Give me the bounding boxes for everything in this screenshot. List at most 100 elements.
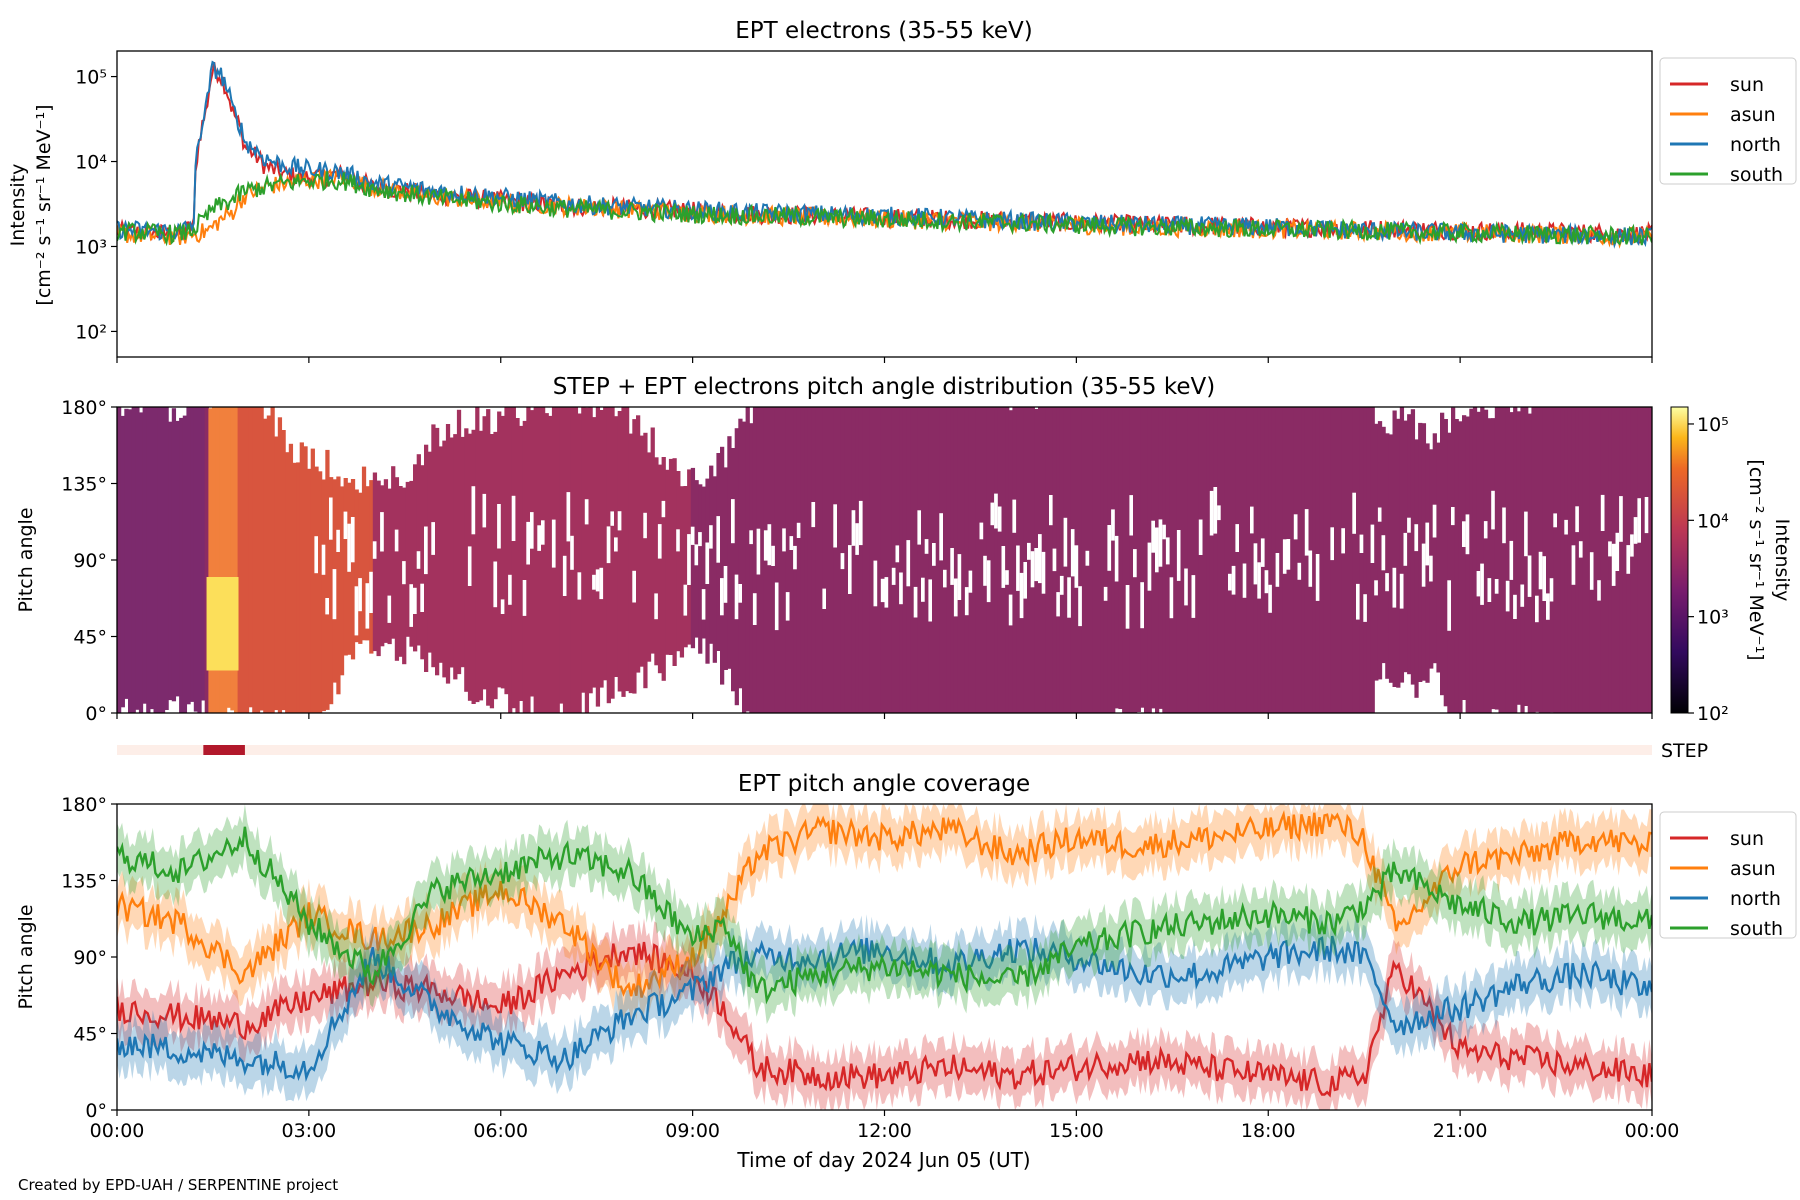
heatmap-column	[1462, 415, 1467, 700]
heatmap-column	[142, 407, 147, 704]
y-tick-label: 180°	[61, 397, 107, 419]
panel-intensity: EPT electrons (35-55 keV) 10² 10³ 10⁴ 10⁵ I…	[7, 18, 1797, 363]
heatmap-column	[1630, 407, 1635, 713]
heatmap-gap	[387, 595, 392, 623]
heatmap-column	[829, 407, 834, 713]
heatmap-column	[1268, 407, 1273, 713]
heatmap-column	[438, 446, 443, 663]
panel3-series	[117, 804, 1652, 1110]
heatmap-gap	[1041, 551, 1046, 594]
heatmap-gap	[1538, 551, 1543, 590]
heatmap-column	[880, 407, 886, 713]
step-active-interval	[203, 745, 245, 755]
heatmap-column	[1173, 407, 1178, 713]
heatmap-column	[1279, 407, 1284, 713]
heatmap-column	[844, 407, 849, 713]
heatmap-column	[815, 407, 820, 713]
heatmap-column	[1637, 407, 1642, 713]
heatmap-column	[299, 442, 304, 713]
heatmap-gap	[1125, 585, 1130, 629]
heatmap-column	[160, 407, 166, 713]
heatmap-column	[186, 407, 191, 705]
heatmap-column	[420, 465, 425, 660]
heatmap-column	[884, 407, 889, 713]
heatmap-column	[413, 464, 418, 652]
heatmap-column	[1301, 407, 1306, 713]
heatmap-column	[964, 407, 970, 713]
heatmap-gap	[661, 500, 666, 518]
heatmap-gap	[1399, 573, 1405, 609]
x-axis-label: Time of day 2024 Jun 05 (UT)	[736, 1148, 1030, 1172]
heatmap-column	[625, 407, 630, 692]
heatmap-column	[1019, 407, 1024, 713]
heatmap-gap	[899, 572, 904, 605]
heatmap-gap	[997, 506, 1003, 532]
heatmap-gap	[1611, 543, 1617, 586]
heatmap-gap	[1165, 537, 1171, 565]
heatmap-column	[1524, 407, 1529, 706]
panel3-x-ticks: 00:00 03:00 06:00 09:00 12:00 15:00 18:00 21:00…	[90, 1110, 1679, 1142]
heatmap-column	[555, 407, 560, 713]
heatmap-gap	[1242, 563, 1247, 598]
heatmap-gap	[1403, 532, 1408, 566]
colorbar-tick-label: 10⁵	[1697, 414, 1729, 436]
heatmap-gap	[1235, 524, 1240, 552]
heatmap-column	[1264, 407, 1269, 713]
y-tick-label: 180°	[61, 794, 107, 816]
heatmap-column	[1407, 414, 1412, 675]
heatmap-column	[877, 407, 882, 713]
heatmap-gap	[329, 497, 334, 540]
y-tick-label: 10⁵	[75, 67, 107, 89]
heatmap-gap	[1494, 579, 1500, 594]
heatmap-gap	[1564, 519, 1569, 535]
heatmap-column	[676, 471, 681, 652]
heatmap-gap	[1001, 546, 1006, 588]
heatmap-column	[1505, 407, 1511, 713]
heatmap-column	[259, 407, 264, 711]
heatmap-gap	[420, 583, 425, 612]
heatmap-column	[1432, 433, 1437, 664]
heatmap-gap	[1315, 554, 1321, 601]
heatmap-gap	[1282, 539, 1288, 574]
heatmap-column	[636, 415, 641, 673]
heatmap-column	[391, 466, 396, 639]
heatmap-column	[946, 407, 951, 713]
heatmap-column	[639, 435, 644, 667]
heatmap-gap	[1213, 487, 1218, 534]
heatmap-column	[449, 437, 454, 668]
heatmap-gap	[1209, 490, 1215, 536]
heatmap-column	[1531, 407, 1536, 713]
heatmap-column	[913, 407, 918, 713]
heatmap-column	[1187, 407, 1193, 713]
y-tick-label: 0°	[85, 1100, 107, 1122]
panel2-x-ticks	[116, 713, 1653, 719]
heatmap-gap	[1535, 595, 1540, 623]
heatmap-column	[219, 407, 224, 713]
heatmap-column	[1169, 407, 1174, 713]
heatmap-gap	[1111, 509, 1116, 541]
heatmap-gap	[643, 512, 648, 539]
heatmap-column	[343, 478, 348, 656]
panel3-ylabel: Pitch angle	[15, 904, 37, 1009]
heatmap-gap	[380, 512, 385, 552]
legend-box	[1659, 57, 1797, 185]
heatmap-column	[1567, 407, 1573, 713]
heatmap-column	[1465, 416, 1470, 713]
heatmap-gap	[701, 589, 707, 620]
heatmap-gap	[694, 544, 699, 566]
heatmap-gap	[1012, 499, 1017, 533]
heatmap-column	[573, 407, 579, 713]
heatmap-gap	[1286, 539, 1291, 570]
heatmap-column	[1374, 423, 1379, 681]
panel2-title: STEP + EPT electrons pitch angle distrib…	[553, 374, 1215, 400]
heatmap-column	[263, 418, 268, 713]
heatmap-gap	[614, 537, 619, 552]
heatmap-column	[1586, 407, 1591, 713]
heatmap-column	[979, 407, 984, 713]
heatmap-column	[201, 407, 206, 701]
heatmap-column	[285, 452, 290, 713]
heatmap-gap	[928, 579, 933, 622]
panel-pitch-coverage: EPT pitch angle coverage 0° 45° 90° 135° 180…	[15, 771, 1797, 1172]
heatmap-gap	[943, 569, 948, 588]
heatmap-gap	[1451, 507, 1456, 526]
